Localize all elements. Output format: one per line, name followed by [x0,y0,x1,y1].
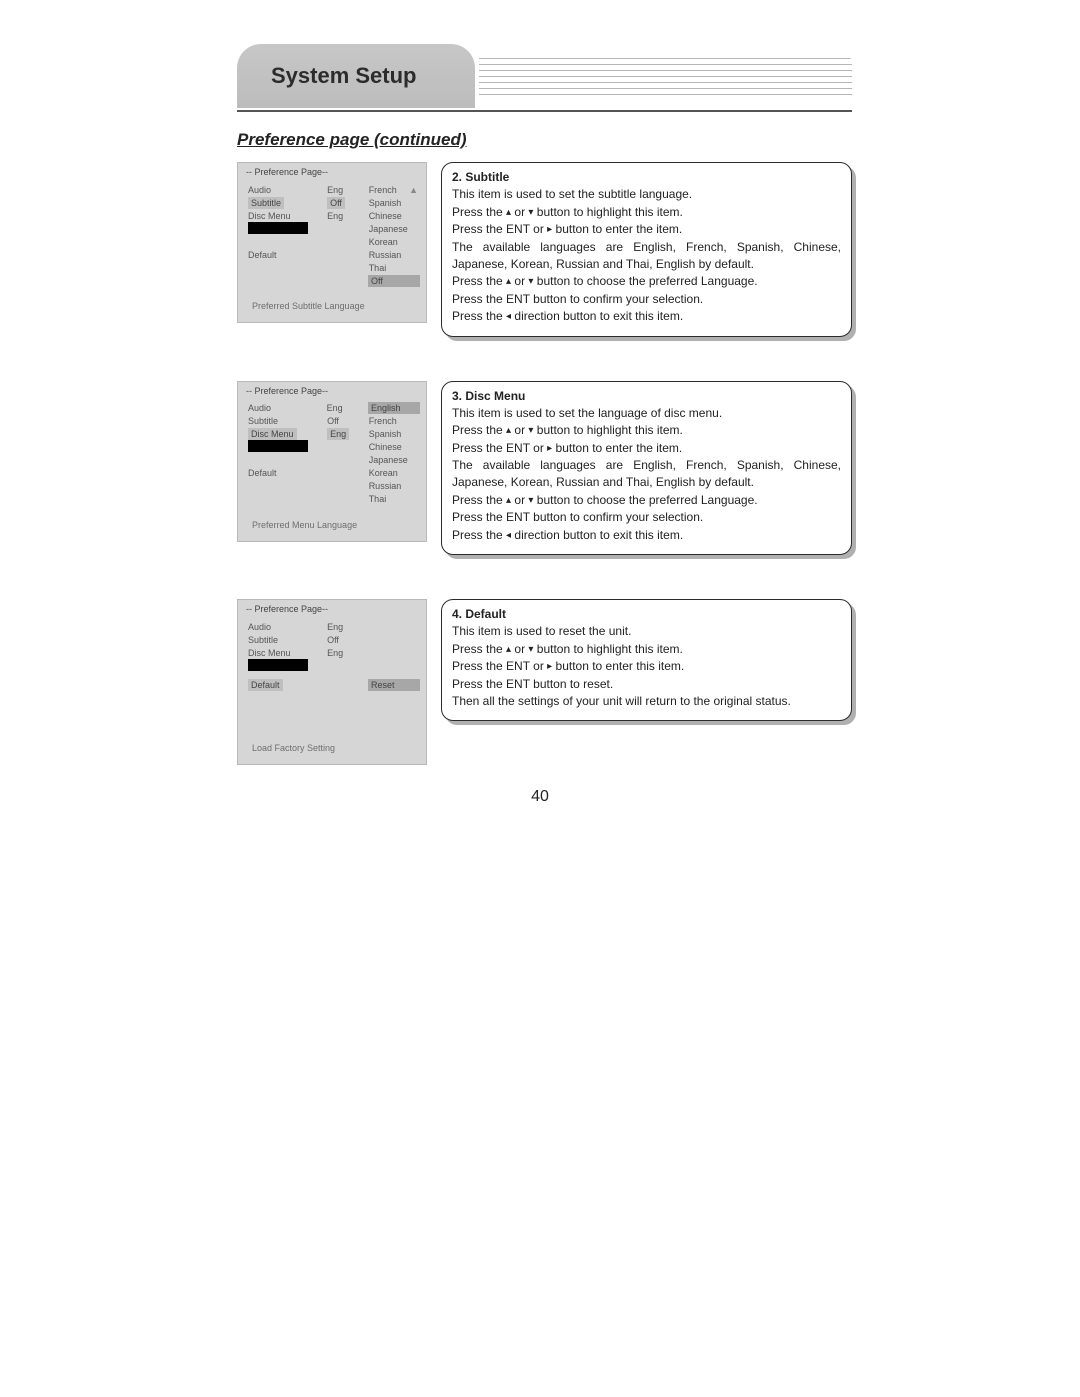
card-line: or [511,493,528,507]
osd-opt: Japanese [369,224,420,234]
osd-item: Subtitle [248,197,284,209]
osd-val: Eng [327,211,357,221]
card-line: Press the ENT button to confirm your sel… [452,510,703,524]
osd-val: Eng [327,185,357,195]
manual-page: System Setup Preference page (continued)… [0,0,1080,1397]
card-line: Press the [452,205,506,219]
header-underline [237,110,852,112]
card-line: button to enter this item. [552,659,684,673]
header: System Setup [237,44,852,108]
osd-val: Off [327,635,357,645]
card-line: Press the ENT or [452,659,547,673]
osd-disc-menu: -- Preference Page-- Audio Eng English S… [237,381,427,542]
osd-opt: Chinese [369,442,420,452]
osd-item: Subtitle [248,635,315,645]
card-line: Press the [452,274,506,288]
card-heading: 4. Default [452,607,506,621]
osd-opt: Korean [369,468,420,478]
osd-opt: Japanese [369,455,420,465]
card-line: The available languages are English, Fre… [452,457,841,492]
osd-opt: Thai [369,494,420,504]
osd-val: Eng [327,648,357,658]
osd-opt: Chinese [369,211,420,221]
osd-opt: English [368,402,420,414]
osd-opt: Off [368,275,420,287]
osd-default: -- Preference Page-- Audio Eng Subtitle … [237,599,427,765]
osd-opt: Spanish [369,198,420,208]
row-default: -- Preference Page-- Audio Eng Subtitle … [237,599,852,765]
osd-opt: Korean [369,237,420,247]
page-number: 40 [0,788,1080,806]
osd-val: Off [327,416,357,426]
card-line: button to enter the item. [552,441,682,455]
osd-item: Audio [248,403,315,413]
card-heading: 3. Disc Menu [452,389,525,403]
card-line: Press the ENT button to reset. [452,677,613,691]
header-rule-lines [475,44,852,108]
card-line: or [511,423,528,437]
scroll-up-icon: ▲ [409,185,418,195]
osd-footer: Load Factory Setting [248,729,420,756]
osd-item: Subtitle [248,416,315,426]
card-line: direction button to exit this item. [511,309,683,323]
card-line: button to enter the item. [552,222,682,236]
card-line: Press the ENT or [452,222,547,236]
osd-opt: Russian [369,481,420,491]
card-line: Press the [452,493,506,507]
osd-title: -- Preference Page-- [238,600,426,617]
card-line: button to choose the preferred Language. [533,274,757,288]
card-line: This item is used to set the subtitle la… [452,187,692,201]
osd-opt: Spanish [369,429,420,439]
osd-footer: Preferred Menu Language [248,506,420,533]
card-line: direction button to exit this item. [511,528,683,542]
osd-val: Eng [327,428,349,440]
osd-val: Eng [327,403,356,413]
card-line: The available languages are English, Fre… [452,239,841,274]
card-line: button to highlight this item. [533,205,682,219]
card-line: This item is used to reset the unit. [452,624,631,638]
card-line: Then all the settings of your unit will … [452,693,791,710]
card-line: Press the [452,642,506,656]
osd-opt: Russian [369,250,420,260]
row-subtitle: -- Preference Page-- ▲ Audio Eng French … [237,162,852,337]
osd-opt: Reset [368,679,420,691]
section-subtitle: Preference page (continued) [237,130,852,150]
card-line: or [511,274,528,288]
card-line: or [511,205,528,219]
card-heading: 2. Subtitle [452,170,509,184]
card-subtitle: 2. Subtitle This item is used to set the… [441,162,852,337]
card-line: Press the ENT or [452,441,547,455]
card-disc-menu: 3. Disc Menu This item is used to set th… [441,381,852,556]
osd-item: Default [248,250,315,260]
osd-footer: Preferred Subtitle Language [248,287,420,314]
osd-opt: French [369,416,420,426]
card-line: button to highlight this item. [533,423,682,437]
osd-val: Off [327,197,345,209]
osd-title: -- Preference Page-- [238,163,426,180]
card-line: button to choose the preferred Language. [533,493,757,507]
osd-val: Eng [327,622,357,632]
card-line: This item is used to set the language of… [452,406,722,420]
card-line: Press the [452,309,506,323]
row-disc-menu: -- Preference Page-- Audio Eng English S… [237,381,852,556]
card-line: Press the ENT button to confirm your sel… [452,292,703,306]
osd-item: Default [248,679,283,691]
osd-item: Audio [248,622,315,632]
osd-item: Audio [248,185,315,195]
osd-item: Default [248,468,315,478]
card-line: Press the [452,423,506,437]
header-title: System Setup [271,63,417,89]
header-tab: System Setup [237,44,475,108]
card-line: button to highlight this item. [533,642,682,656]
card-default: 4. Default This item is used to reset th… [441,599,852,721]
card-line: Press the [452,528,506,542]
card-line: or [511,642,528,656]
osd-opt: Thai [369,263,420,273]
osd-subtitle: -- Preference Page-- ▲ Audio Eng French … [237,162,427,323]
osd-title: -- Preference Page-- [238,382,426,399]
